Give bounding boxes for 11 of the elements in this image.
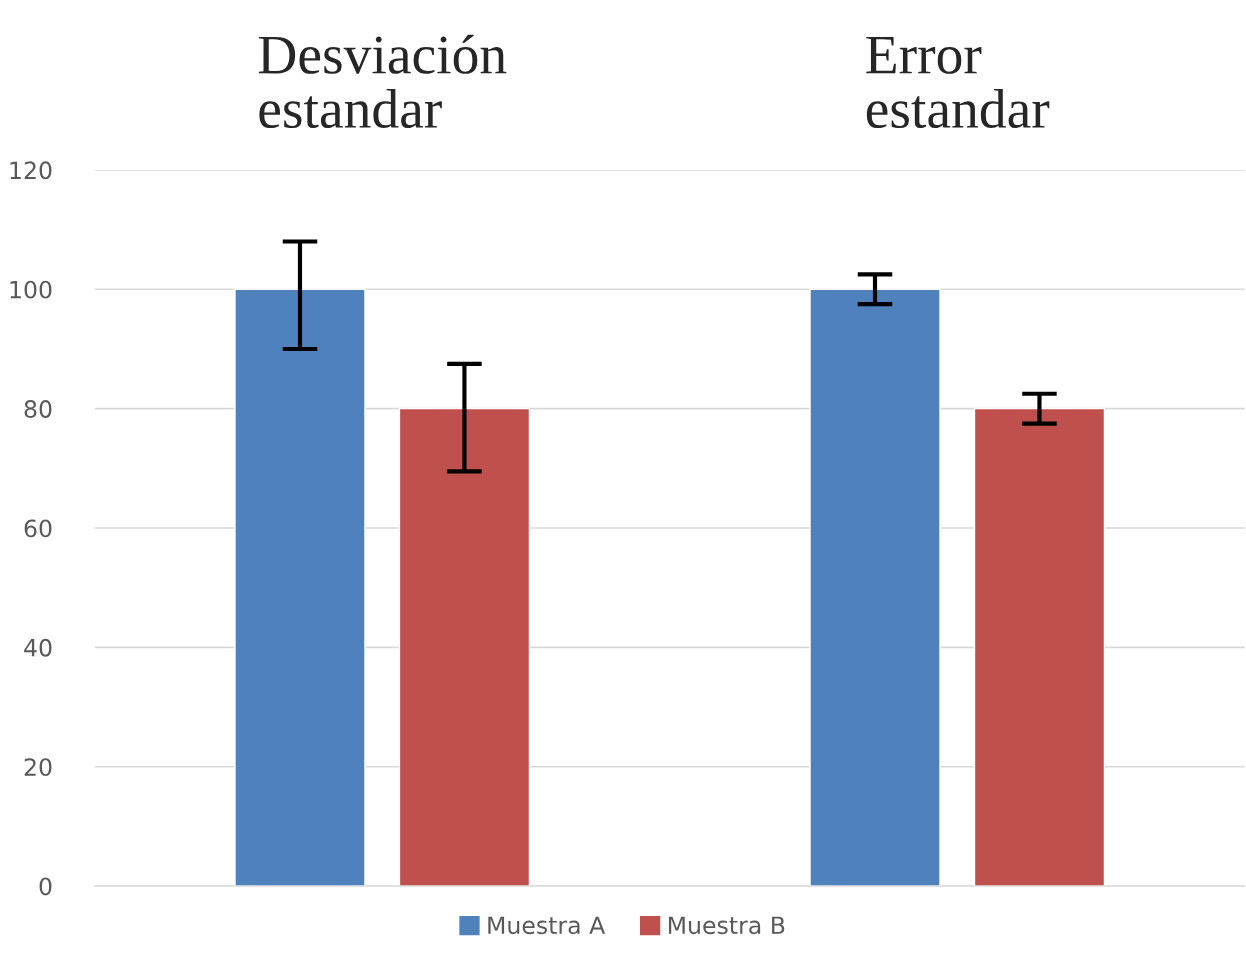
y-tick-label: 100 [10, 280, 52, 299]
x-tick-label: Desviación estandar [258, 34, 507, 129]
y-tick-label: 0 [39, 877, 52, 896]
y-tick-label: 40 [24, 638, 52, 657]
x-tick-label: Error estandar [866, 36, 1050, 129]
legend-label: Muestra A [488, 916, 606, 935]
y-tick-label: 60 [24, 519, 52, 538]
y-tick-label: 80 [24, 400, 52, 418]
legend-label: Muestra B [668, 916, 785, 935]
y-tick-label: 120 [10, 161, 52, 180]
y-tick-label: 20 [24, 758, 52, 777]
